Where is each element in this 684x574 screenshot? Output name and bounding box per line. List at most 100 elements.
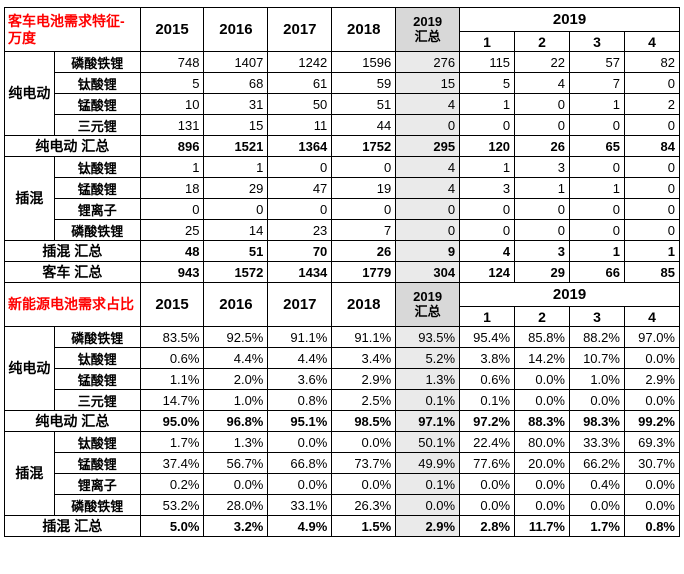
battery-type-label: 锰酸锂 bbox=[53, 177, 141, 199]
summary-value-cell: 1 bbox=[623, 240, 681, 262]
quarter-header: 1 bbox=[459, 306, 516, 327]
value-cell: 82 bbox=[623, 51, 681, 73]
value-cell: 0 bbox=[569, 114, 625, 136]
summary-value-cell: 26 bbox=[331, 240, 397, 262]
summary-value-cell: 2.9% bbox=[395, 515, 461, 537]
year-header: 2017 bbox=[267, 7, 333, 52]
value-cell: 56.7% bbox=[203, 452, 269, 474]
value-cell: 0.0% bbox=[623, 494, 681, 516]
value-cell: 22.4% bbox=[459, 431, 516, 453]
value-cell: 0.8% bbox=[267, 389, 333, 411]
battery-type-label: 锂离子 bbox=[53, 198, 141, 220]
value-cell: 91.1% bbox=[331, 326, 397, 348]
value-cell: 23 bbox=[267, 219, 333, 241]
value-cell: 49.9% bbox=[395, 452, 461, 474]
summary-value-cell: 896 bbox=[139, 135, 205, 157]
value-cell: 0.0% bbox=[331, 431, 397, 453]
value-cell: 14.2% bbox=[514, 347, 570, 369]
value-cell: 1407 bbox=[203, 51, 269, 73]
value-cell: 53.2% bbox=[139, 494, 205, 516]
summary-value-cell: 98.3% bbox=[569, 410, 625, 432]
table-row: 三元锂 14.7% 1.0% 0.8% 2.5% 0.1% 0.1% 0.0% 0.0% 0.0% bbox=[5, 389, 681, 411]
table-row: 纯电动 磷酸铁锂 83.5% 92.5% 91.1% 91.1% 93.5% 95.4% 85.… bbox=[4, 326, 681, 411]
value-cell: 4 bbox=[395, 156, 461, 178]
value-cell: 2.9% bbox=[623, 368, 681, 390]
summary-value-cell: 51 bbox=[203, 240, 269, 262]
value-cell: 0.0% bbox=[569, 389, 625, 411]
summary-header-line1: 2019 bbox=[413, 289, 443, 305]
value-cell: 0 bbox=[395, 198, 461, 220]
summary-column-header: 2019 汇总 bbox=[395, 282, 461, 327]
value-cell: 0.0% bbox=[514, 389, 570, 411]
value-cell: 0.0% bbox=[623, 473, 681, 495]
value-cell: 18 bbox=[139, 177, 205, 199]
table-image: 客车电池需求特征-万度 2015 2016 2017 2018 2019 汇总 2019 1 2 3… bbox=[4, 7, 681, 537]
table-row: 锂离子 0 0 0 0 0 0 0 0 0 bbox=[5, 198, 681, 220]
summary-value-cell: 1 bbox=[569, 240, 625, 262]
value-cell: 7 bbox=[569, 72, 625, 94]
value-cell: 276 bbox=[395, 51, 461, 73]
table-row: 纯电动 磷酸铁锂 748 1407 1242 1596 276 115 22 57 82 bbox=[4, 51, 681, 136]
value-cell: 2.0% bbox=[203, 368, 269, 390]
value-cell: 1 bbox=[514, 177, 570, 199]
summary-label: 纯电动 汇总 bbox=[4, 410, 141, 432]
value-cell: 0.1% bbox=[395, 473, 461, 495]
value-cell: 59 bbox=[331, 72, 397, 94]
table-row: 钛酸锂 5 68 61 59 15 5 4 7 0 bbox=[5, 72, 681, 94]
quarter-header: 3 bbox=[569, 306, 625, 327]
value-cell: 3 bbox=[459, 177, 516, 199]
year-header: 2018 bbox=[331, 7, 397, 52]
value-cell: 2.5% bbox=[331, 389, 397, 411]
summary-value-cell: 65 bbox=[569, 135, 625, 157]
value-cell: 11 bbox=[267, 114, 333, 136]
value-cell: 93.5% bbox=[395, 326, 461, 348]
summary-value-cell: 5.0% bbox=[139, 515, 205, 537]
value-cell: 57 bbox=[569, 51, 625, 73]
value-cell: 91.1% bbox=[267, 326, 333, 348]
table-row: 三元锂 131 15 11 44 0 0 0 0 0 bbox=[5, 114, 681, 136]
value-cell: 0 bbox=[267, 198, 333, 220]
value-cell: 73.7% bbox=[331, 452, 397, 474]
value-cell: 1242 bbox=[267, 51, 333, 73]
summary-value-cell: 97.1% bbox=[395, 410, 461, 432]
battery-type-label: 钛酸锂 bbox=[53, 347, 141, 369]
summary-header-line1: 2019 bbox=[413, 14, 443, 30]
value-cell: 33.3% bbox=[569, 431, 625, 453]
value-cell: 2.9% bbox=[331, 368, 397, 390]
summary-value-cell: 3.2% bbox=[203, 515, 269, 537]
value-cell: 37.4% bbox=[139, 452, 205, 474]
value-cell: 15 bbox=[395, 72, 461, 94]
summary-value-cell: 98.5% bbox=[331, 410, 397, 432]
value-cell: 1596 bbox=[331, 51, 397, 73]
value-cell: 1 bbox=[203, 156, 269, 178]
summary-value-cell: 84 bbox=[623, 135, 681, 157]
summary-value-cell: 26 bbox=[514, 135, 570, 157]
summary-value-cell: 4.9% bbox=[267, 515, 333, 537]
battery-type-label: 磷酸铁锂 bbox=[53, 494, 141, 516]
value-cell: 15 bbox=[203, 114, 269, 136]
quarter-header: 4 bbox=[623, 31, 681, 52]
quarter-header: 3 bbox=[569, 31, 625, 52]
table-row: 钛酸锂 0.6% 4.4% 4.4% 3.4% 5.2% 3.8% 14.2% 10.7% 0.0… bbox=[5, 347, 681, 369]
value-cell: 66.2% bbox=[569, 452, 625, 474]
value-cell: 5.2% bbox=[395, 347, 461, 369]
value-cell: 0.4% bbox=[569, 473, 625, 495]
summary-value-cell: 3 bbox=[514, 240, 570, 262]
value-cell: 29 bbox=[203, 177, 269, 199]
summary-value-cell: 1.5% bbox=[331, 515, 397, 537]
value-cell: 4 bbox=[395, 177, 461, 199]
value-cell: 1.3% bbox=[395, 368, 461, 390]
value-cell: 80.0% bbox=[514, 431, 570, 453]
value-cell: 1 bbox=[569, 93, 625, 115]
year-header: 2017 bbox=[267, 282, 333, 327]
value-cell: 25 bbox=[139, 219, 205, 241]
value-cell: 5 bbox=[459, 72, 516, 94]
battery-type-label: 磷酸铁锂 bbox=[53, 326, 141, 348]
value-cell: 0 bbox=[623, 198, 681, 220]
summary-value-cell: 66 bbox=[569, 261, 625, 283]
value-cell: 66.8% bbox=[267, 452, 333, 474]
summary-value-cell: 88.3% bbox=[514, 410, 570, 432]
value-cell: 0 bbox=[569, 198, 625, 220]
value-cell: 0.0% bbox=[459, 494, 516, 516]
quarter-group-header: 2019 bbox=[459, 7, 680, 32]
